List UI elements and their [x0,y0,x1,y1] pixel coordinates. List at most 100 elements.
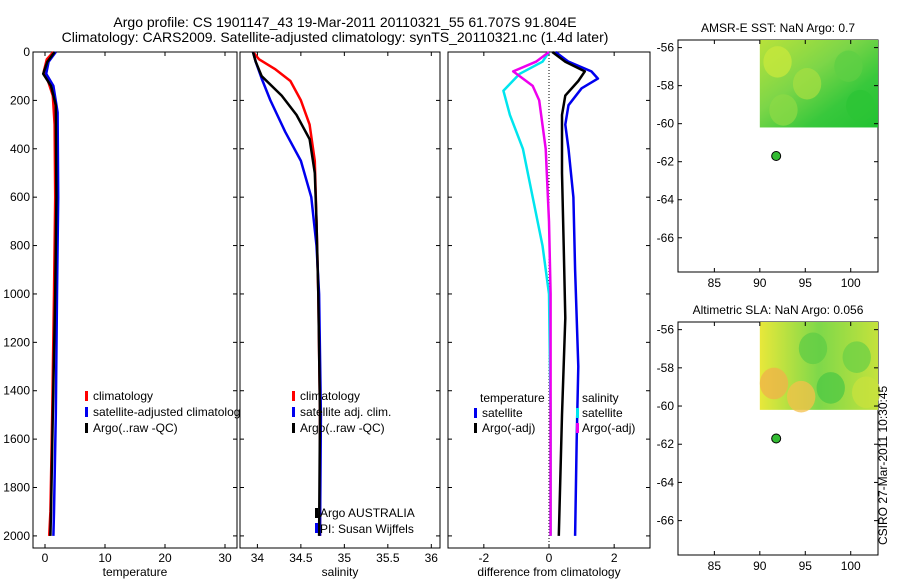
y-tick-label: 2000 [3,529,30,543]
x-axis-label: temperature [103,565,168,579]
legend-label: climatology [93,389,153,403]
legend-swatch [474,423,477,433]
map-title: Altimetric SLA: NaN Argo: 0.056 [693,303,864,317]
series-line-salinity-argo-adj- [511,50,552,536]
header-line-1: Argo profile: CS 1901147_43 19-Mar-2011 … [113,14,576,30]
y-tick-label: -64 [657,475,675,489]
y-tick-label: -58 [657,361,675,375]
series-line-argo-raw-qc- [251,51,322,536]
legend-swatch [315,523,318,533]
x-axis-label: salinity [322,565,359,579]
y-tick-label: 200 [10,93,30,107]
map-texture [792,67,822,100]
x-tick-label: 35.5 [376,551,400,565]
annotation-text: PI: Susan Wijffels [320,522,414,536]
y-tick-label: 1400 [3,384,30,398]
y-tick-label: -56 [657,323,675,337]
y-tick-label: -62 [657,155,675,169]
legend-label: satellite [582,406,623,420]
watermark: CSIRO 27-Mar-2011 10:30:45 [876,385,890,545]
legend-label: satellite adj. clim. [300,405,391,419]
x-tick-label: 34.5 [289,551,313,565]
plot-frame [239,51,441,549]
legend-swatch [474,408,477,418]
series-line-satellite-adjusted-climatology [44,51,60,536]
map-texture [759,367,789,400]
x-tick-label: 20 [158,551,172,565]
y-tick-label: -66 [657,514,675,528]
legend-label: satellite-adjusted climatology [93,405,246,419]
y-tick-label: -66 [657,231,675,245]
x-tick-label: 2 [611,551,618,565]
legend-swatch [85,423,88,433]
x-axis-label: difference from climatology [477,565,620,579]
x-tick-label: 100 [841,559,861,573]
x-tick-label: 0 [546,551,553,565]
legend-swatch [576,408,579,418]
annotation-text: Argo AUSTRALIA [320,506,415,520]
x-tick-label: 34 [251,551,265,565]
x-tick-label: 95 [799,559,813,573]
map-texture [763,46,792,78]
x-tick-label: 10 [98,551,112,565]
y-tick-label: 1200 [3,335,30,349]
panel-salinity: 34 34.5 35 35.5 36 salinity climatology satelli… [239,51,441,579]
legend-label: Argo(..raw -QC) [300,421,385,435]
legend-label: satellite [482,406,523,420]
y-tick-label: -58 [657,79,675,93]
legend-label: Argo(-adj) [582,421,635,435]
x-tick-label: 0 [42,551,49,565]
map-texture [816,372,845,404]
legend-title: salinity [582,391,619,405]
y-tick-label: 1000 [3,287,30,301]
x-tick-label: 85 [708,276,722,290]
plot-frame [32,51,238,549]
y-tick-label: -56 [657,41,675,55]
y-tick-label: -62 [657,437,675,451]
map-texture [769,94,798,126]
header-line-2: Climatology: CARS2009. Satellite-adjuste… [62,29,609,45]
x-tick-label: 90 [753,276,767,290]
panels: 0 10 20 30020040060080010001200140016001800… [3,21,881,579]
x-tick-label: 90 [753,559,767,573]
y-tick-label: 1800 [3,481,30,495]
legend-swatch [292,407,295,417]
legend-label: climatology [300,389,360,403]
y-tick-label: 400 [10,142,30,156]
x-tick-label: 36 [425,551,439,565]
y-tick-label: 800 [10,239,30,253]
map-texture [798,332,828,365]
series-line-temperature-argo-adj- [551,50,587,536]
legend-swatch [315,508,318,518]
legend-swatch [576,423,579,433]
panel-temperature: 0 10 20 30 0 200 400 600 800 1000 1200 1400 1600 1800… [3,45,246,579]
panel-amsr: AMSR-E SST: NaN Argo: 0.7 85 90 95 100 -56 -58… [657,21,879,290]
legend-swatch [85,407,88,417]
y-tick-label: -64 [657,193,675,207]
map-texture [842,341,871,373]
legend-label: Argo(..raw -QC) [93,421,178,435]
y-tick-label: -60 [657,399,675,413]
legend-title: temperature [480,391,545,405]
legend-swatch [292,423,295,433]
y-tick-label: 1600 [3,432,30,446]
series-line-temperature-satellite [554,50,600,536]
x-tick-label: 85 [708,559,722,573]
legend-swatch [85,391,88,401]
map-texture [834,50,863,82]
y-tick-label: 600 [10,190,30,204]
y-tick-label: -60 [657,117,675,131]
series-line-argo-raw-qc- [41,51,58,536]
x-tick-label: 95 [799,276,813,290]
x-tick-label: 30 [218,551,232,565]
x-tick-label: -2 [479,551,490,565]
x-tick-label: 100 [841,276,861,290]
map-texture [846,89,875,122]
legend-label: Argo(-adj) [482,421,535,435]
argo-location-marker [771,151,782,161]
argo-location-marker [771,433,782,444]
y-tick-label: 0 [23,45,30,59]
legend-swatch [292,391,295,401]
